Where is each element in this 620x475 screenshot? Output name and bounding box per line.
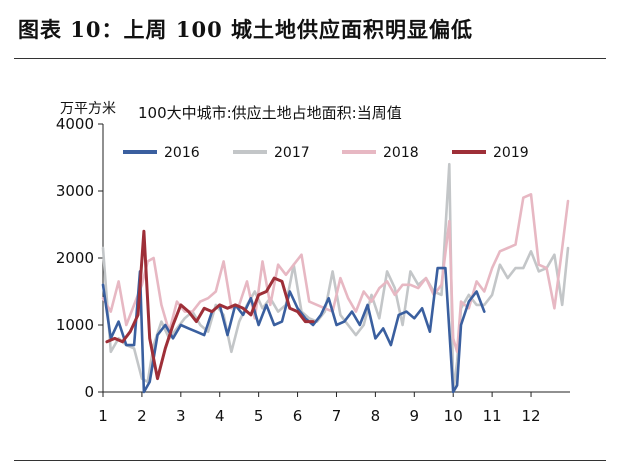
x-tick-label: 5: [254, 407, 264, 425]
y-tick-label: 1000: [56, 316, 94, 334]
y-tick-label: 2000: [56, 249, 94, 267]
y-axis-ticks: 0 1000 2000 3000 4000: [56, 115, 103, 401]
bottom-rule: [14, 460, 606, 461]
x-tick-label: 6: [293, 407, 303, 425]
y-tick-label: 4000: [56, 115, 94, 133]
top-rule: [14, 58, 606, 59]
legend-label-2017: 2017: [274, 145, 310, 161]
y-tick-label: 0: [84, 383, 94, 401]
x-tick-label: 2: [137, 407, 147, 425]
x-tick-label: 4: [215, 407, 225, 425]
legend-label-2018: 2018: [383, 145, 419, 161]
series-line-2017: [101, 162, 570, 394]
x-tick-label: 7: [332, 407, 342, 425]
legend-label-2016: 2016: [164, 145, 200, 161]
x-tick-label: 12: [521, 407, 540, 425]
x-axis-ticks: 1 2 3 4 5 6 7 8 9 10 11 12: [98, 392, 541, 425]
x-tick-label: 11: [483, 407, 502, 425]
x-tick-label: 1: [98, 407, 108, 425]
x-tick-label: 3: [176, 407, 186, 425]
y-tick-label: 3000: [56, 182, 94, 200]
legend-label-2019: 2019: [493, 145, 529, 161]
series-line-2016: [101, 266, 486, 394]
legend: 2016 2017 2018 2019: [123, 145, 529, 161]
x-tick-label: 8: [371, 407, 381, 425]
chart-title: 100大中城市:供应土地占地面积:当周值: [138, 104, 402, 122]
y-axis-unit-label: 万平方米: [60, 101, 116, 117]
x-tick-label: 10: [444, 407, 463, 425]
x-tick-label: 9: [410, 407, 420, 425]
series-line-2019: [105, 229, 315, 381]
plot-area: [101, 162, 570, 394]
figure-title: 图表 10：上周 100 城土地供应面积明显偏低: [18, 17, 473, 42]
